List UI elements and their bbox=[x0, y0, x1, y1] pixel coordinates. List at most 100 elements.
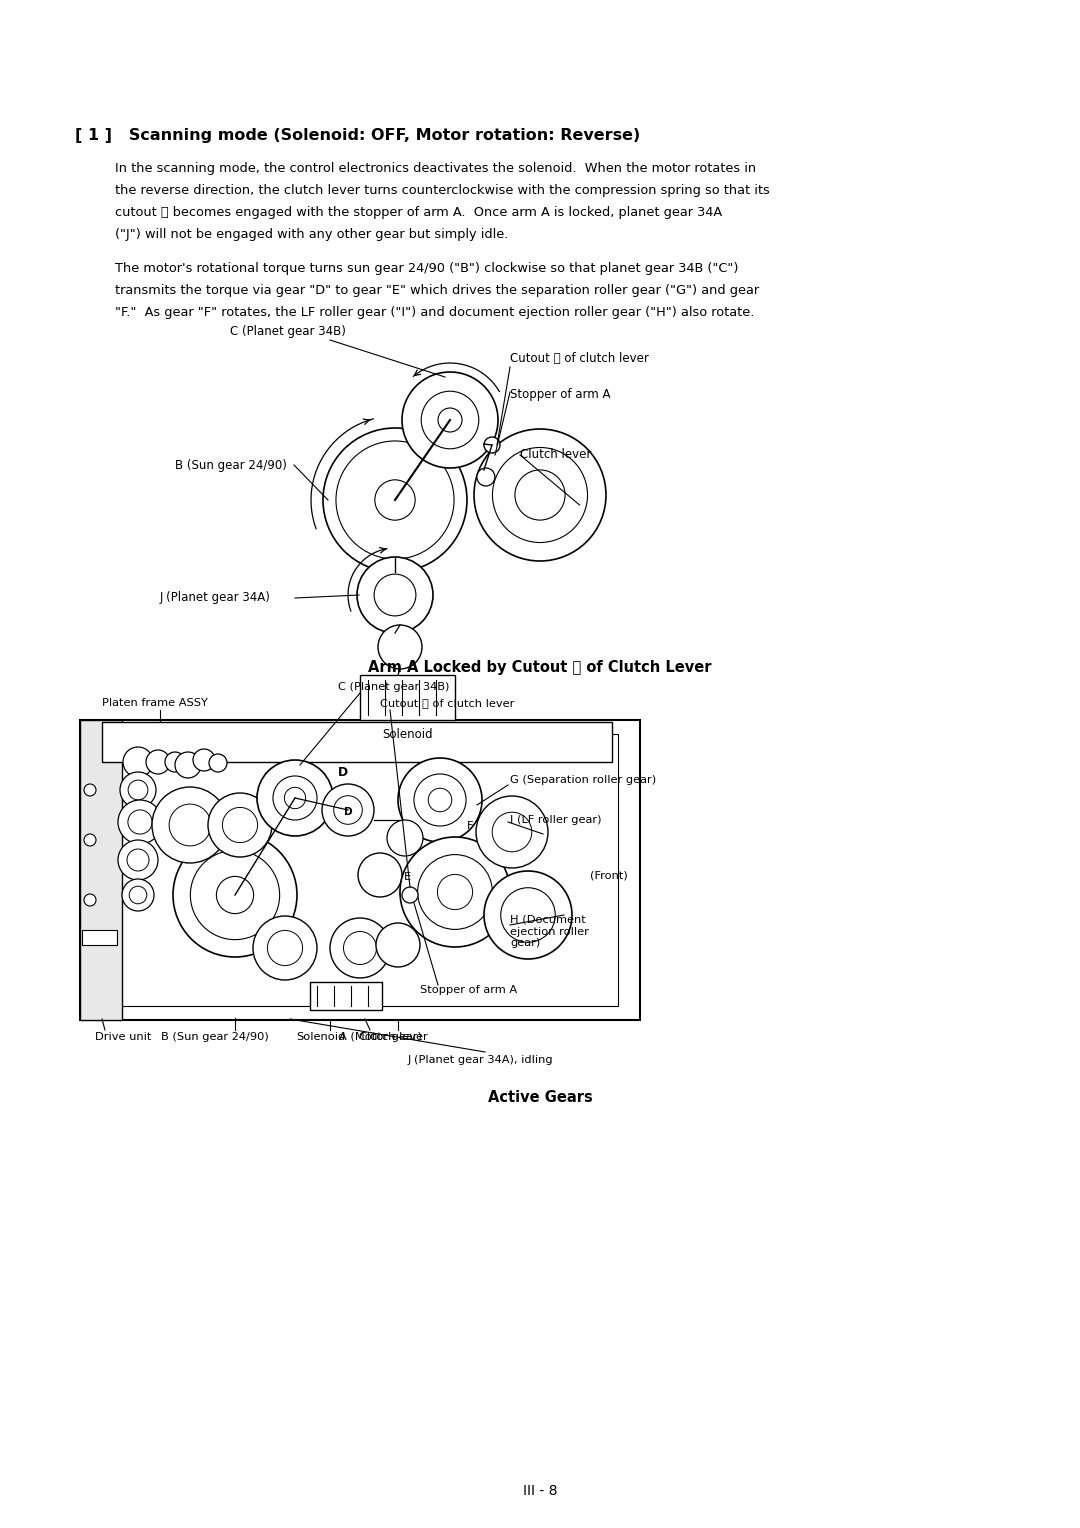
Text: [ 1 ]   Scanning mode (Solenoid: OFF, Motor rotation: Reverse): [ 1 ] Scanning mode (Solenoid: OFF, Moto… bbox=[75, 128, 640, 144]
Circle shape bbox=[268, 931, 302, 966]
Text: G (Separation roller gear): G (Separation roller gear) bbox=[510, 775, 657, 785]
Circle shape bbox=[438, 408, 462, 432]
Circle shape bbox=[421, 391, 478, 449]
Circle shape bbox=[129, 781, 148, 799]
Text: I (LF roller gear): I (LF roller gear) bbox=[510, 814, 602, 825]
Text: Stopper of arm A: Stopper of arm A bbox=[510, 388, 610, 400]
Bar bbox=[82, 931, 117, 944]
Text: The motor's rotational torque turns sun gear 24/90 ("B") clockwise so that plane: The motor's rotational torque turns sun … bbox=[114, 261, 739, 275]
Circle shape bbox=[418, 854, 492, 929]
Circle shape bbox=[414, 775, 467, 827]
Circle shape bbox=[190, 851, 280, 940]
Text: cutout Ⓧ becomes engaged with the stopper of arm A.  Once arm A is locked, plane: cutout Ⓧ becomes engaged with the stoppe… bbox=[114, 206, 723, 219]
Text: C (Planet gear 34B): C (Planet gear 34B) bbox=[230, 325, 346, 338]
Circle shape bbox=[130, 886, 147, 903]
Text: D: D bbox=[338, 766, 348, 779]
Circle shape bbox=[216, 877, 254, 914]
Circle shape bbox=[222, 807, 258, 842]
Text: Active Gears: Active Gears bbox=[488, 1089, 592, 1105]
Circle shape bbox=[357, 853, 402, 897]
Circle shape bbox=[120, 772, 156, 808]
Bar bbox=[310, 983, 382, 1010]
Circle shape bbox=[146, 750, 170, 775]
Bar bbox=[102, 733, 618, 1005]
Circle shape bbox=[118, 840, 158, 880]
Text: C (Planet gear 34B): C (Planet gear 34B) bbox=[338, 681, 449, 692]
Circle shape bbox=[437, 874, 473, 909]
Circle shape bbox=[84, 834, 96, 847]
Text: J (Planet gear 34A): J (Planet gear 34A) bbox=[160, 591, 271, 605]
Text: Cutout Ⓧ of clutch lever: Cutout Ⓧ of clutch lever bbox=[380, 698, 514, 707]
Text: A (Motor gear): A (Motor gear) bbox=[338, 1031, 421, 1042]
Text: ("J") will not be engaged with any other gear but simply idle.: ("J") will not be engaged with any other… bbox=[114, 228, 509, 241]
Circle shape bbox=[127, 850, 149, 871]
Text: Stopper of arm A: Stopper of arm A bbox=[420, 986, 517, 995]
Text: "F."  As gear "F" rotates, the LF roller gear ("I") and document ejection roller: "F." As gear "F" rotates, the LF roller … bbox=[114, 306, 754, 319]
Circle shape bbox=[375, 480, 415, 520]
Text: Solenoid: Solenoid bbox=[296, 1031, 346, 1042]
Circle shape bbox=[399, 758, 482, 842]
Text: Drive unit: Drive unit bbox=[95, 1031, 151, 1042]
Circle shape bbox=[175, 752, 201, 778]
Circle shape bbox=[84, 784, 96, 796]
Circle shape bbox=[474, 429, 606, 561]
Circle shape bbox=[387, 821, 423, 856]
Circle shape bbox=[165, 752, 185, 772]
Text: E: E bbox=[404, 872, 411, 882]
Text: Platen frame ASSY: Platen frame ASSY bbox=[102, 698, 207, 707]
Circle shape bbox=[173, 833, 297, 957]
Circle shape bbox=[429, 788, 451, 811]
Bar bbox=[102, 723, 612, 762]
Circle shape bbox=[492, 448, 588, 542]
Circle shape bbox=[402, 886, 418, 903]
Circle shape bbox=[253, 915, 318, 979]
Circle shape bbox=[193, 749, 215, 772]
Circle shape bbox=[484, 871, 572, 960]
Circle shape bbox=[374, 575, 416, 616]
Circle shape bbox=[210, 753, 227, 772]
Text: B (Sun gear 24/90): B (Sun gear 24/90) bbox=[175, 458, 287, 472]
Circle shape bbox=[378, 625, 422, 669]
Bar bbox=[80, 720, 640, 1021]
Circle shape bbox=[477, 468, 495, 486]
Text: III - 8: III - 8 bbox=[523, 1484, 557, 1497]
Text: F: F bbox=[467, 821, 473, 831]
Text: Arm A Locked by Cutout Ⓧ of Clutch Lever: Arm A Locked by Cutout Ⓧ of Clutch Lever bbox=[368, 660, 712, 675]
Circle shape bbox=[127, 810, 152, 834]
Text: (Front): (Front) bbox=[590, 869, 627, 880]
Text: Clutch lever: Clutch lever bbox=[359, 1031, 428, 1042]
Text: Cutout Ⓧ of clutch lever: Cutout Ⓧ of clutch lever bbox=[510, 351, 649, 365]
Circle shape bbox=[336, 442, 454, 559]
Text: D: D bbox=[343, 807, 352, 817]
Circle shape bbox=[284, 787, 306, 808]
Text: In the scanning mode, the control electronics deactivates the solenoid.  When th: In the scanning mode, the control electr… bbox=[114, 162, 756, 176]
Circle shape bbox=[122, 879, 154, 911]
Circle shape bbox=[123, 747, 153, 778]
Bar bbox=[80, 720, 122, 1021]
Text: transmits the torque via gear "D" to gear "E" which drives the separation roller: transmits the torque via gear "D" to gea… bbox=[114, 284, 759, 296]
Circle shape bbox=[343, 932, 377, 964]
Circle shape bbox=[273, 776, 318, 821]
Circle shape bbox=[323, 428, 467, 571]
Circle shape bbox=[357, 558, 433, 633]
Bar bbox=[360, 675, 455, 720]
Circle shape bbox=[400, 837, 510, 947]
Circle shape bbox=[515, 471, 565, 520]
Circle shape bbox=[376, 923, 420, 967]
Circle shape bbox=[501, 888, 555, 943]
Circle shape bbox=[84, 894, 96, 906]
Text: Clutch lever: Clutch lever bbox=[519, 449, 592, 461]
Circle shape bbox=[152, 787, 228, 863]
Circle shape bbox=[170, 804, 211, 847]
Text: B (Sun gear 24/90): B (Sun gear 24/90) bbox=[161, 1031, 269, 1042]
Circle shape bbox=[402, 371, 498, 468]
Text: the reverse direction, the clutch lever turns counterclockwise with the compress: the reverse direction, the clutch lever … bbox=[114, 183, 770, 197]
Circle shape bbox=[492, 813, 531, 851]
Text: H (Document
ejection roller
gear): H (Document ejection roller gear) bbox=[510, 915, 589, 949]
Circle shape bbox=[118, 801, 162, 843]
Circle shape bbox=[208, 793, 272, 857]
Circle shape bbox=[334, 796, 362, 824]
Circle shape bbox=[484, 437, 500, 452]
Circle shape bbox=[330, 918, 390, 978]
Circle shape bbox=[322, 784, 374, 836]
